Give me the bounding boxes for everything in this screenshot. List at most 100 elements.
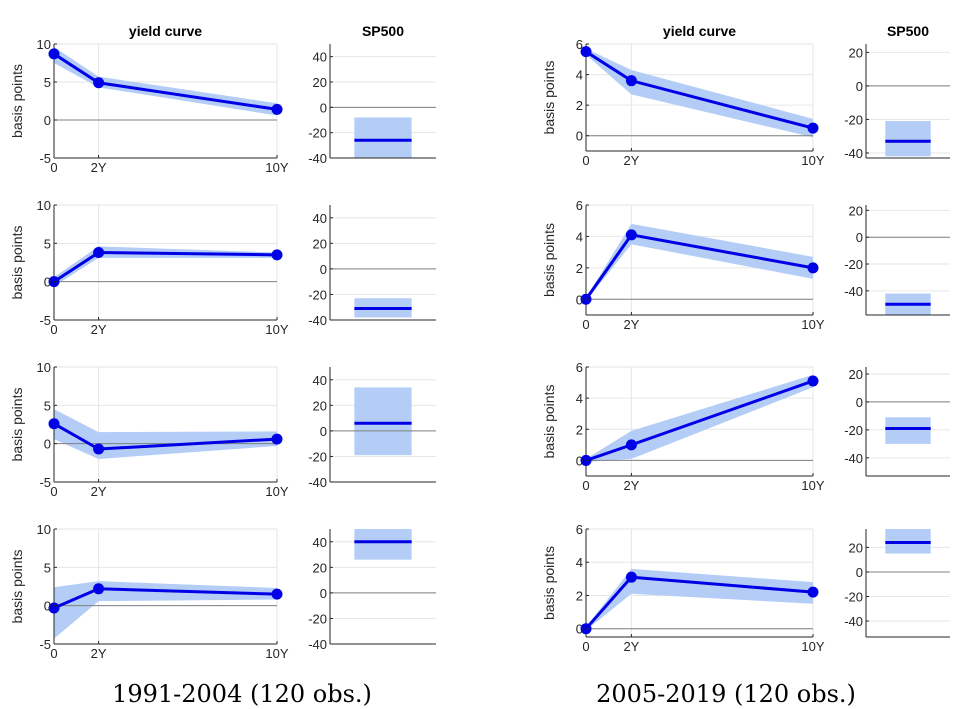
right-r1-yc-ytick-label: 6 <box>576 198 583 213</box>
left-r1-yc-xtick-label: 2Y <box>91 322 107 337</box>
left-r2-yc-xtick-label: 10Y <box>265 484 288 499</box>
right-r3-yc-xtick-label: 10Y <box>801 639 824 654</box>
right-r3-yc-ytick-label: 4 <box>576 555 583 570</box>
right-r1-yc-xtick-label: 10Y <box>801 317 824 332</box>
right-r3-sp-ytick-label: -20 <box>844 590 863 605</box>
right-r0-sp-confidence-band <box>885 121 931 157</box>
left-r1-yc-xtick-label: 0 <box>50 322 57 337</box>
right-r2-yc-xtick-label: 2Y <box>623 478 639 493</box>
left-r0-yc-point-10y <box>271 103 283 115</box>
right-r0-sp-ytick-label: 20 <box>849 45 863 60</box>
left-r1-yc-ytick-label: 5 <box>44 236 51 251</box>
left-r2-yc-xtick-label: 0 <box>50 484 57 499</box>
left-r1-yc-confidence-band <box>54 246 277 287</box>
left-r0-yc-title: yield curve <box>129 23 202 39</box>
right-r0-yc-point-2y <box>625 75 637 87</box>
right-r2-sp-ytick-label: -20 <box>844 423 863 438</box>
right-r2-yc-ytick-label: 6 <box>576 360 583 375</box>
left-r0-sp-ytick-label: 0 <box>320 100 327 115</box>
right-r0-yc-ytick-label: 6 <box>576 37 583 52</box>
left-r3-sp-confidence-band <box>354 529 412 560</box>
left-r2-yc-ytick-label: 0 <box>44 437 51 452</box>
right-r3-sp-ytick-label: 0 <box>856 565 863 580</box>
right-r1-yc-point-2y <box>625 229 637 241</box>
left-r0-sp-ytick-label: -20 <box>308 126 327 141</box>
left-r1-yc-ytick-label: 0 <box>44 275 51 290</box>
right-r0-yc-ytick-label: 2 <box>576 98 583 113</box>
left-r1-sp-ytick-label: 0 <box>320 262 327 277</box>
right-r2-yc-ytick-label: 2 <box>576 422 583 437</box>
right-r3-yc-ytick-label: 6 <box>576 522 583 537</box>
right-r2-sp-confidence-band <box>885 417 931 444</box>
left-r2-sp-ytick-label: 40 <box>313 373 327 388</box>
left-r1-yc-ylabel: basis points <box>9 226 25 300</box>
right-r0-sp-title: SP500 <box>887 23 929 39</box>
left-r2-sp-ytick-label: -20 <box>308 449 327 464</box>
caption-left: 1991-2004 (120 obs.) <box>112 680 372 708</box>
left-r3-yc-point-2y <box>93 583 105 595</box>
right-r3-yc-ytick-label: 2 <box>576 588 583 603</box>
right-r2-yc-series-line <box>585 379 814 462</box>
left-r2-yc-ytick-label: 10 <box>37 360 51 375</box>
right-r1-sp-ytick-label: -40 <box>844 284 863 299</box>
right-r3-yc-point-10y <box>807 586 819 598</box>
left-r1-sp-ytick-label: 40 <box>313 211 327 226</box>
right-r1-yc-point-10y <box>807 262 819 274</box>
left-r1-yc-xtick-label: 10Y <box>265 322 288 337</box>
right-r0-yc-title: yield curve <box>663 23 736 39</box>
left-r3-yc-xtick-label: 0 <box>50 646 57 661</box>
right-r1-sp-ytick-label: -20 <box>844 257 863 272</box>
right-r1-yc-ylabel: basis points <box>541 223 557 297</box>
left-r0-sp-title: SP500 <box>362 23 404 39</box>
left-r2-sp-ytick-label: -40 <box>308 475 327 490</box>
right-r2-yc-ytick-label: 4 <box>576 391 583 406</box>
left-r3-yc-xtick-label: 2Y <box>91 646 107 661</box>
left-r0-yc-ylabel: basis points <box>9 64 25 138</box>
left-r1-yc-ytick-label: 10 <box>37 198 51 213</box>
left-r0-yc-point-2y <box>93 77 105 89</box>
right-r3-sp-ytick-label: -40 <box>844 614 863 629</box>
right-r1-yc-xtick-label: 2Y <box>623 317 639 332</box>
left-r1-sp-ytick-label: -40 <box>308 313 327 328</box>
right-r2-yc-ytick-label: 0 <box>576 453 583 468</box>
right-r0-yc-point-10y <box>807 122 819 134</box>
left-r0-sp-ytick-label: 20 <box>313 75 327 90</box>
right-r1-yc-ytick-label: 2 <box>576 261 583 276</box>
right-r2-yc-point-10y <box>807 375 819 387</box>
right-r3-sp-ytick-label: 20 <box>849 540 863 555</box>
left-r2-sp-confidence-band <box>354 387 412 456</box>
left-r3-sp-ytick-label: 20 <box>313 560 327 575</box>
left-r1-yc-point-2y <box>93 247 105 259</box>
right-r0-yc-confidence-band <box>586 48 813 138</box>
left-r2-yc-xtick-label: 2Y <box>91 484 107 499</box>
left-r2-sp-ytick-label: 0 <box>320 424 327 439</box>
left-r0-yc-ytick-label: 10 <box>37 37 51 52</box>
left-r3-sp-ytick-label: -20 <box>308 611 327 626</box>
left-r0-yc-ytick-label: 5 <box>44 75 51 90</box>
left-r2-yc-point-2y <box>93 443 105 455</box>
right-r2-yc-xtick-label: 0 <box>582 478 589 493</box>
right-r3-yc-xtick-label: 2Y <box>623 639 639 654</box>
left-r1-yc-point-10y <box>271 249 283 261</box>
right-r1-yc-ytick-label: 0 <box>576 292 583 307</box>
right-r2-sp-ytick-label: 20 <box>849 367 863 382</box>
left-r3-yc-ylabel: basis points <box>9 550 25 624</box>
right-r3-yc-xtick-label: 0 <box>582 639 589 654</box>
left-r2-yc-point-0 <box>48 418 60 430</box>
caption-right: 2005-2019 (120 obs.) <box>596 680 856 708</box>
left-r2-sp-ytick-label: 20 <box>313 398 327 413</box>
left-r2-yc-ytick-label: 5 <box>44 398 51 413</box>
right-r0-yc-xtick-label: 2Y <box>623 153 639 168</box>
right-r3-yc-point-2y <box>625 571 637 583</box>
left-r0-yc-ytick-label: 0 <box>44 113 51 128</box>
right-r1-yc-confidence-band <box>586 223 813 301</box>
left-r2-yc-point-10y <box>271 433 283 445</box>
right-r0-sp-ytick-label: -40 <box>844 146 863 161</box>
right-r0-yc-xtick-label: 0 <box>582 153 589 168</box>
left-r0-yc-xtick-label: 10Y <box>265 160 288 175</box>
left-r1-yc-ytick-label: -5 <box>39 313 51 328</box>
right-r0-yc-ytick-label: 0 <box>576 129 583 144</box>
right-r0-sp-ytick-label: 0 <box>856 79 863 94</box>
right-r1-sp-ytick-label: 20 <box>849 203 863 218</box>
